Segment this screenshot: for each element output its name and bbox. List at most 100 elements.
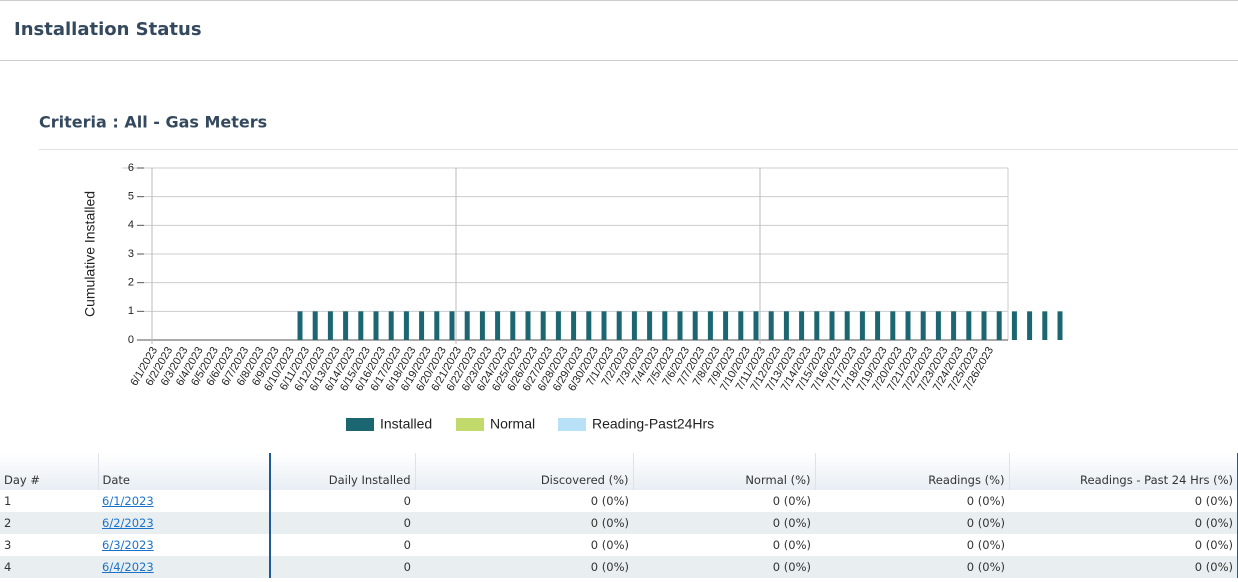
table-cell: 0 (0%) [1009, 490, 1238, 512]
column-header: Readings (%) [815, 453, 1010, 490]
table-cell: 6/3/2023 [98, 534, 271, 556]
date-link[interactable]: 6/3/2023 [102, 538, 154, 552]
bar [434, 311, 440, 340]
bar [616, 311, 622, 340]
bar [555, 311, 561, 340]
table-cell: 0 (0%) [1009, 556, 1238, 578]
table-body: 1 6/1/2023 0 0 (0%) 0 (0%) 0 (0%) 0 (0%) 2 6/2/2… [0, 490, 1238, 578]
bar [875, 311, 881, 340]
column-header: Discovered (%) [415, 453, 634, 490]
bar [388, 311, 394, 340]
criteria: Criteria : All - Gas Meters [39, 113, 267, 132]
table-cell: 0 (0%) [815, 512, 1009, 534]
column-header: Readings - Past 24 Hrs (%) [1009, 453, 1238, 490]
table-row: 4 6/4/2023 0 0 (0%) 0 (0%) 0 (0%) 0 (0%) [0, 556, 1238, 578]
legend-label: Reading-Past24Hrs [592, 416, 714, 432]
table-cell: 0 (0%) [815, 556, 1009, 578]
bar [601, 311, 607, 340]
table-cell: 0 (0%) [772, 494, 811, 508]
page-title: Installation Status [14, 19, 202, 40]
table-row: 1 6/1/2023 0 0 (0%) 0 (0%) 0 (0%) 0 (0%) [0, 490, 1238, 512]
bar [707, 311, 713, 340]
table-cell: 0 (0%) [1009, 512, 1238, 534]
bar [358, 311, 364, 340]
bar [753, 311, 759, 340]
table-cell: 4 [0, 556, 98, 578]
table-cell: 0 (0%) [633, 512, 815, 534]
table-cell: 0 (0%) [633, 556, 815, 578]
date-link[interactable]: 6/4/2023 [102, 560, 154, 574]
table-cell: 0 (0%) [415, 512, 633, 534]
bar [692, 311, 698, 340]
legend-label: Normal [490, 416, 535, 432]
table-cell: 0 (0%) [966, 494, 1005, 508]
bar [951, 311, 957, 340]
table-cell: 0 (0%) [415, 556, 633, 578]
y-tick-label: 1 [128, 305, 134, 317]
bar [905, 311, 911, 340]
date-link[interactable]: 6/1/2023 [102, 494, 154, 508]
bar [449, 311, 455, 340]
header-row: Day # Date Daily Installed Discovered (%) No… [0, 453, 1238, 490]
y-tick-label: 0 [128, 334, 134, 346]
bar [935, 311, 941, 340]
chart-panel: Installation Status Criteria : All - Gas… [0, 0, 1238, 432]
table-cell: 0 (0%) [590, 538, 629, 552]
bar [859, 311, 865, 340]
date-link[interactable]: 6/2/2023 [102, 516, 154, 530]
bar [373, 311, 379, 340]
table-cell: 1 [4, 494, 12, 508]
bar [677, 311, 683, 340]
bar [890, 311, 896, 340]
table-cell: 0 (0%) [966, 538, 1005, 552]
table-cell: 0 [270, 512, 415, 534]
bar [723, 311, 729, 340]
bar [631, 311, 637, 340]
bar [799, 311, 805, 340]
bar [662, 311, 668, 340]
table-cell: 0 (0%) [1009, 534, 1238, 556]
bar [586, 311, 592, 340]
column-header: Normal (%) [633, 453, 816, 490]
table-cell: 6/1/2023 [98, 490, 271, 512]
table-cell: 6/2/2023 [98, 512, 271, 534]
bar [510, 311, 516, 340]
table-cell: 0 [270, 556, 415, 578]
table-row: 3 6/3/2023 0 0 (0%) 0 (0%) 0 (0%) 0 (0%) [0, 534, 1238, 556]
table-cell: 0 (0%) [772, 538, 811, 552]
bar [981, 311, 987, 340]
bar [814, 311, 820, 340]
legend-label: Installed [380, 416, 432, 432]
bar [996, 311, 1002, 340]
bar [783, 311, 789, 340]
table-row: 2 6/2/2023 0 0 (0%) 0 (0%) 0 (0%) 0 (0%) [0, 512, 1238, 534]
bar [495, 311, 501, 340]
bar [419, 311, 425, 340]
bar [738, 311, 744, 340]
bar [343, 311, 349, 340]
bar [464, 311, 470, 340]
column-header: Date [98, 453, 271, 490]
y-tick-label: 6 [128, 162, 134, 174]
table-cell: 0 [403, 538, 411, 552]
column-header: Day # [0, 453, 99, 490]
bar [312, 311, 318, 340]
column-header: Daily Installed [270, 453, 416, 490]
bar [1042, 311, 1048, 340]
bar [966, 311, 972, 340]
bar [540, 311, 546, 340]
bar [525, 311, 531, 340]
legend-swatch [558, 418, 586, 431]
y-tick-label: 2 [128, 277, 134, 289]
y-tick-label: 3 [128, 248, 134, 260]
y-axis-label: Cumulative Installed [82, 191, 98, 317]
table-cell: 2 [0, 512, 98, 534]
table-cell: 3 [4, 538, 12, 552]
legend-swatch [456, 418, 484, 431]
table-cell: 0 (0%) [590, 494, 629, 508]
legend-swatch [346, 418, 374, 431]
y-tick-label: 5 [128, 191, 134, 203]
bar [479, 311, 485, 340]
bar [920, 311, 926, 340]
